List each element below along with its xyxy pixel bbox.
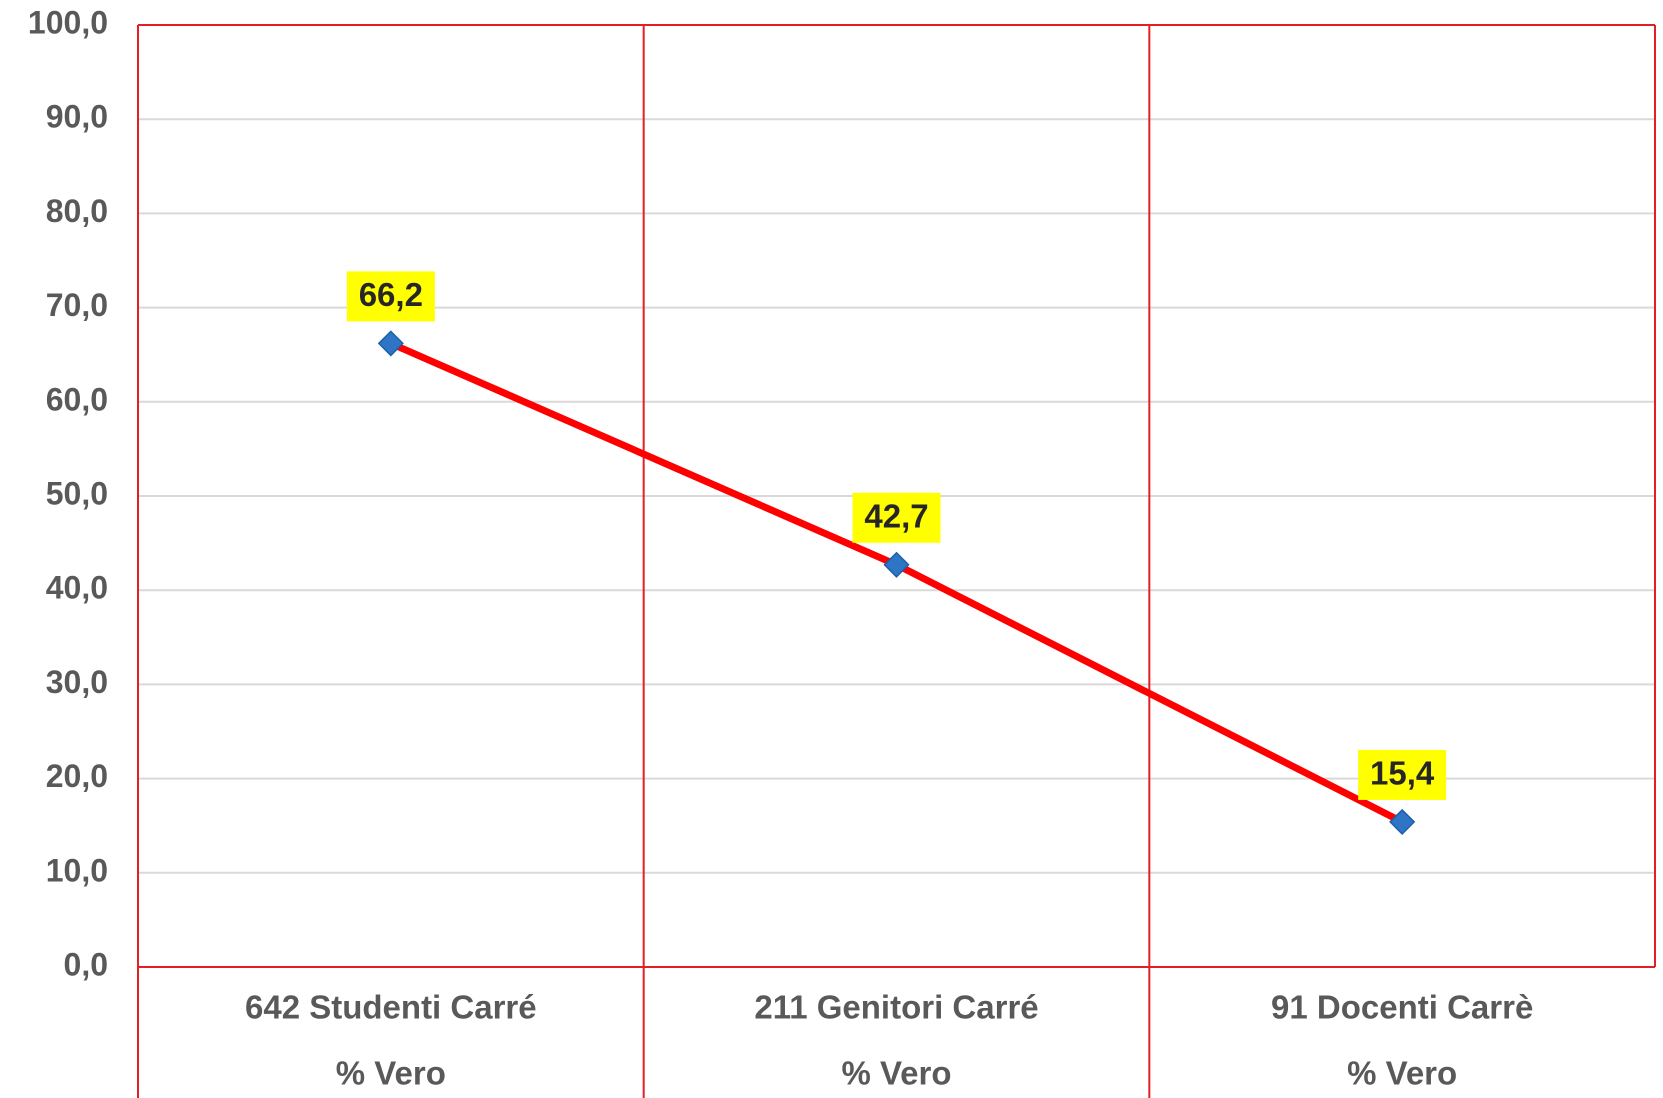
y-tick-label: 60,0 [46, 381, 108, 417]
data-label-box [852, 492, 941, 543]
y-tick-label: 90,0 [46, 99, 108, 135]
x-tick-label: % Vero [1347, 1055, 1457, 1092]
x-tick-label: % Vero [841, 1055, 951, 1092]
x-tick-label: % Vero [336, 1055, 446, 1092]
data-marker [377, 330, 404, 357]
y-tick-label: 50,0 [46, 475, 108, 511]
y-tick-label: 10,0 [46, 852, 108, 888]
y-tick-label: 40,0 [46, 570, 108, 606]
y-tick-label: 20,0 [46, 758, 108, 794]
data-line [389, 340, 1404, 826]
y-tick-label: 70,0 [46, 287, 108, 323]
data-marker [883, 551, 910, 578]
x-tick-label: 211 Genitori Carré [754, 989, 1038, 1026]
y-tick-label: 100,0 [28, 4, 108, 40]
x-tick-label: 91 Docenti Carrè [1271, 989, 1533, 1026]
y-tick-label: 30,0 [46, 664, 108, 700]
x-tick-label: 642 Studenti Carré [245, 989, 537, 1026]
y-tick-label: 0,0 [64, 946, 108, 982]
data-label: 66,2 [359, 276, 423, 313]
data-label-box [346, 271, 435, 322]
data-label-box [1358, 749, 1447, 800]
data-label: 15,4 [1370, 755, 1435, 792]
y-tick-label: 80,0 [46, 193, 108, 229]
data-label: 42,7 [864, 497, 928, 534]
data-marker [1389, 808, 1416, 835]
